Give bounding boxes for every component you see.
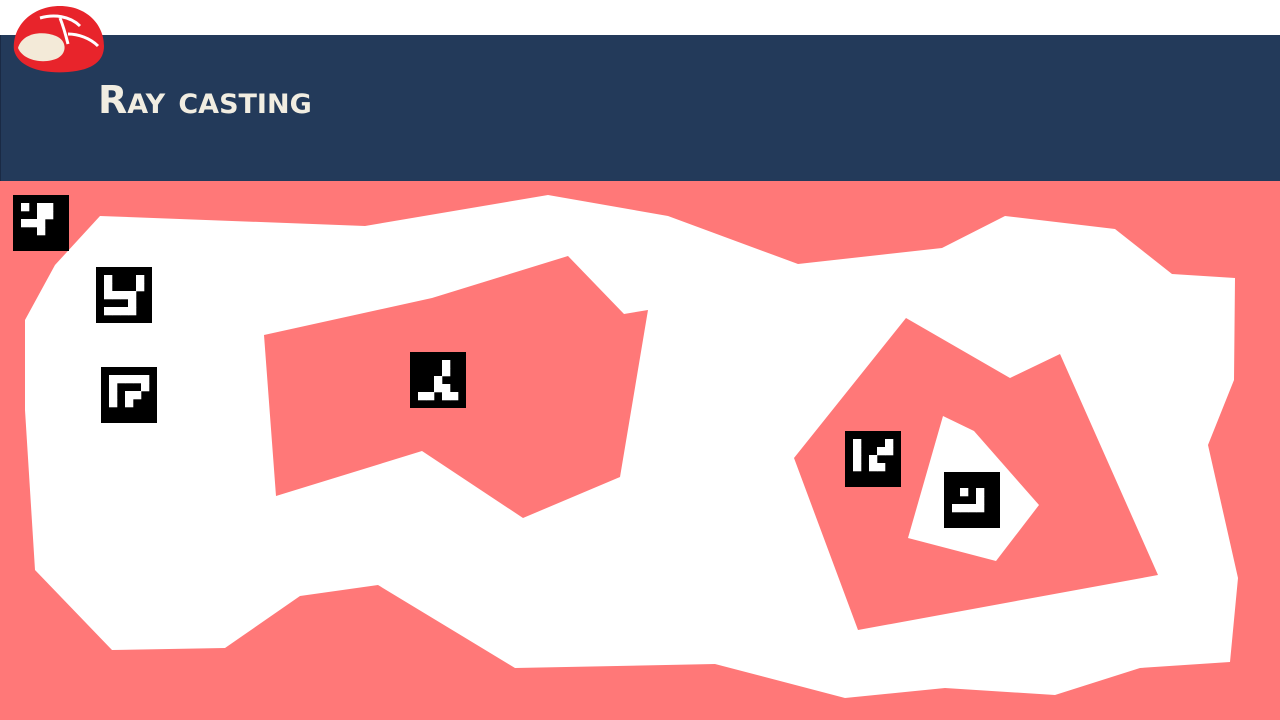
page-title: Ray casting bbox=[98, 78, 312, 122]
aruco-marker-icon bbox=[101, 367, 157, 423]
header-band bbox=[0, 35, 1280, 181]
aruco-marker-icon bbox=[845, 431, 901, 487]
aruco-marker-icon bbox=[410, 352, 466, 408]
turtle-shell-logo-icon bbox=[13, 6, 105, 73]
aruco-marker-icon bbox=[944, 472, 1000, 528]
aruco-marker-icon bbox=[96, 267, 152, 323]
aruco-marker-icon bbox=[13, 195, 69, 251]
